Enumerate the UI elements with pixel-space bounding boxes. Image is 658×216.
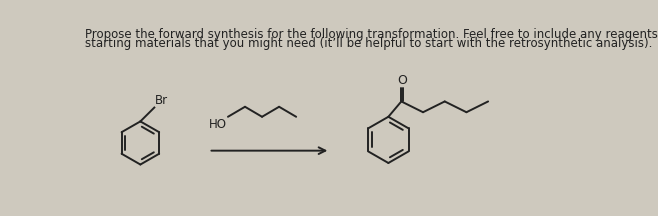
Text: O: O <box>397 74 407 87</box>
Text: Br: Br <box>155 94 168 107</box>
Text: HO: HO <box>209 118 226 130</box>
Text: Propose the forward synthesis for the following transformation. Feel free to inc: Propose the forward synthesis for the fo… <box>85 28 658 41</box>
Text: starting materials that you might need (it’ll be helpful to start with the retro: starting materials that you might need (… <box>85 37 652 51</box>
